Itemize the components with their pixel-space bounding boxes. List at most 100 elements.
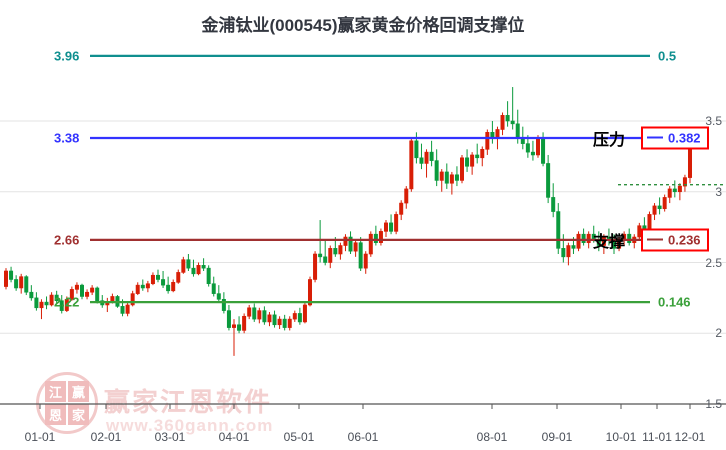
candlestick <box>328 245 333 269</box>
candlestick <box>90 285 95 296</box>
candlestick <box>383 220 388 238</box>
candlestick <box>19 273 24 294</box>
y-axis-tick-label: 3 <box>715 184 722 199</box>
candlestick <box>657 197 662 215</box>
candlestick <box>672 180 677 198</box>
fib-ratio-badge[interactable]: 0.236 <box>641 228 709 252</box>
candlestick <box>551 183 556 218</box>
candlestick <box>566 242 571 266</box>
candlestick <box>343 234 348 252</box>
candlestick <box>429 140 434 167</box>
candlestick <box>682 174 687 192</box>
candlestick <box>459 154 464 184</box>
candlestick <box>404 186 409 209</box>
candlestick <box>166 276 171 294</box>
candlestick <box>546 154 551 204</box>
candlestick <box>318 220 323 263</box>
candlestick <box>59 295 64 314</box>
candlestick <box>465 149 470 172</box>
x-axis-tick-label: 05-01 <box>283 430 315 444</box>
candlestick <box>24 275 29 296</box>
candlestick <box>282 314 287 331</box>
fib-price-label-left: 2.22 <box>54 294 80 310</box>
candlestick <box>44 296 49 310</box>
candlestick <box>662 194 667 212</box>
candlestick <box>287 316 292 331</box>
candlestick <box>490 121 495 144</box>
candlestick <box>667 186 672 204</box>
candlestick <box>262 306 267 325</box>
candlestick <box>277 316 282 330</box>
fib-ratio-badge[interactable]: 0.382 <box>641 126 709 150</box>
candlestick <box>302 302 307 324</box>
candlestick <box>135 282 140 296</box>
fib-ratio-label-right: 0.5 <box>658 48 677 64</box>
candlestick <box>29 285 34 301</box>
candlestick <box>378 228 383 246</box>
candlestick <box>313 251 318 283</box>
candlestick <box>64 296 69 313</box>
candlestick <box>4 268 9 290</box>
fib-ratio-value: 0.236 <box>668 232 701 248</box>
y-axis-tick-label: 2 <box>715 326 722 341</box>
candlestick <box>156 269 161 283</box>
x-axis-tick-label: 02-01 <box>90 430 122 444</box>
candlestick <box>480 146 485 167</box>
candlestick <box>191 259 196 277</box>
candlestick <box>444 163 449 189</box>
candlestick-plot <box>0 54 726 409</box>
candlestick <box>627 228 632 246</box>
fib-price-label-left: 3.38 <box>54 130 80 146</box>
candlestick <box>216 285 221 303</box>
candlestick <box>85 289 90 300</box>
candlestick <box>130 290 135 307</box>
fib-ratio-value: 0.382 <box>668 130 701 146</box>
candlestick <box>323 239 328 266</box>
candlestick <box>49 292 54 307</box>
candlestick <box>368 231 373 257</box>
candlestick <box>348 231 353 255</box>
candlestick <box>485 129 490 155</box>
candlestick <box>470 152 475 175</box>
candlestick <box>54 290 59 304</box>
candlestick <box>95 286 100 304</box>
candlestick <box>439 169 444 192</box>
fib-price-label-left: 3.96 <box>54 48 80 64</box>
candlestick <box>576 231 581 252</box>
candlestick <box>394 211 399 235</box>
fib-ratio-label-right: 0.146 <box>658 294 691 310</box>
candlestick <box>373 225 378 246</box>
candlestick <box>500 112 505 136</box>
y-axis-tick-label: 1.5 <box>705 397 722 411</box>
candlestick <box>292 310 297 322</box>
candlestick <box>449 171 454 195</box>
candlestick <box>69 286 74 301</box>
candlestick <box>34 292 39 311</box>
candlestick <box>505 101 510 127</box>
candlestick <box>297 307 302 325</box>
level-swatch-icon <box>647 136 663 139</box>
candlestick <box>140 279 145 291</box>
candlestick <box>145 280 150 293</box>
candlestick <box>561 234 566 263</box>
candlestick <box>338 242 343 260</box>
candlestick <box>237 316 242 334</box>
fib-price-label-left: 2.66 <box>54 232 80 248</box>
candlestick <box>150 272 155 286</box>
x-axis-tick-label: 12-01 <box>674 430 706 444</box>
candlestick <box>454 166 459 187</box>
pressure-tag: 压力 <box>593 131 626 149</box>
candlestick <box>510 87 515 130</box>
x-axis-tick-label: 11-01 <box>642 430 672 444</box>
candlestick <box>186 254 191 271</box>
candlestick <box>632 234 637 249</box>
x-axis-tick-label: 01-01 <box>24 430 56 444</box>
candlestick <box>424 149 429 178</box>
candlestick <box>556 203 561 255</box>
candlestick <box>39 299 44 320</box>
candlestick <box>419 143 424 170</box>
x-axis-tick-label: 10-01 <box>605 430 637 444</box>
candlestick <box>105 297 110 313</box>
candlestick <box>581 228 586 246</box>
